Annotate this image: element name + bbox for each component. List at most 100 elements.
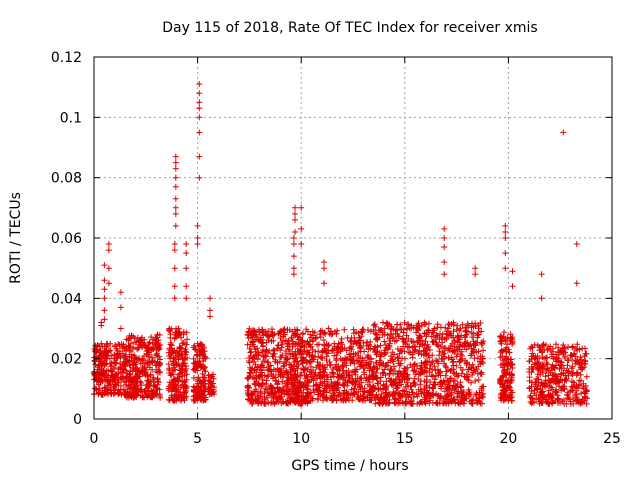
data-point (381, 338, 388, 345)
data-point (376, 400, 383, 407)
data-point (576, 359, 583, 366)
data-point (270, 337, 277, 344)
data-point (341, 326, 348, 333)
data-point (208, 390, 215, 397)
data-point (528, 363, 535, 370)
data-point (328, 379, 335, 385)
data-point (292, 229, 298, 235)
data-point (199, 370, 206, 377)
data-point (124, 389, 131, 396)
data-point (414, 325, 421, 332)
data-point (351, 330, 357, 337)
data-point (277, 373, 284, 380)
data-point (176, 362, 183, 369)
data-point (127, 368, 134, 375)
data-point (358, 359, 365, 366)
data-point (414, 393, 421, 400)
data-point (352, 380, 359, 387)
data-point (361, 362, 368, 369)
data-point (506, 349, 513, 356)
data-point (336, 375, 342, 382)
data-point (449, 385, 456, 392)
data-point (430, 373, 436, 380)
data-point (93, 347, 100, 354)
data-point (405, 375, 412, 382)
data-point (549, 400, 556, 406)
data-point (291, 326, 298, 333)
data-point (509, 268, 516, 275)
data-point (274, 345, 281, 352)
data-point (536, 359, 543, 366)
data-point (259, 349, 266, 356)
data-point (285, 400, 292, 407)
data-point (472, 367, 479, 374)
data-point (418, 362, 425, 369)
data-point (561, 400, 568, 407)
data-point (280, 329, 287, 336)
data-point (329, 370, 336, 377)
data-point (504, 362, 511, 369)
data-point (153, 385, 160, 392)
data-point (566, 396, 573, 403)
data-point (172, 159, 179, 166)
data-point (414, 400, 421, 407)
data-point (253, 352, 260, 359)
data-point (411, 367, 418, 374)
data-point (415, 376, 422, 382)
data-point (171, 335, 178, 342)
data-point (309, 338, 316, 345)
data-point (454, 381, 461, 388)
data-point (321, 329, 328, 336)
data-point (281, 360, 288, 367)
data-point (341, 395, 348, 402)
data-point (290, 271, 297, 278)
data-point (445, 380, 452, 386)
y-tick-label: 0.02 (51, 352, 82, 368)
data-point (465, 387, 472, 393)
data-point (544, 354, 550, 361)
data-point (472, 378, 479, 384)
data-point (105, 280, 112, 287)
data-point (261, 372, 268, 379)
data-point (263, 377, 270, 384)
data-point (172, 210, 179, 217)
data-point (355, 394, 362, 400)
data-point (182, 382, 189, 389)
data-point (101, 316, 108, 323)
data-point (323, 353, 330, 360)
data-point (392, 327, 399, 334)
data-point (373, 331, 380, 338)
data-point (256, 373, 263, 380)
data-point (569, 343, 576, 350)
data-point (153, 391, 160, 398)
data-point (303, 347, 310, 354)
data-point (352, 366, 359, 373)
data-point (126, 361, 133, 368)
data-point (498, 362, 505, 368)
data-point (176, 367, 183, 374)
data-point (194, 380, 201, 387)
data-point (320, 337, 327, 344)
data-point (402, 339, 409, 346)
data-point (400, 400, 407, 407)
data-point (441, 259, 448, 266)
data-point (431, 338, 438, 344)
data-point (324, 371, 330, 378)
data-point (507, 393, 514, 400)
data-point (321, 265, 327, 272)
data-point (250, 327, 256, 334)
data-point (174, 332, 181, 339)
data-point (314, 375, 321, 381)
data-point (392, 381, 398, 388)
data-point (181, 395, 188, 402)
data-point (296, 350, 303, 357)
data-point (179, 355, 186, 362)
data-point (455, 333, 462, 340)
data-point (427, 393, 434, 400)
data-point (117, 289, 124, 296)
data-point (410, 338, 416, 345)
data-point (179, 381, 186, 388)
data-point (509, 338, 516, 345)
data-point (117, 304, 124, 311)
data-point (580, 383, 587, 390)
